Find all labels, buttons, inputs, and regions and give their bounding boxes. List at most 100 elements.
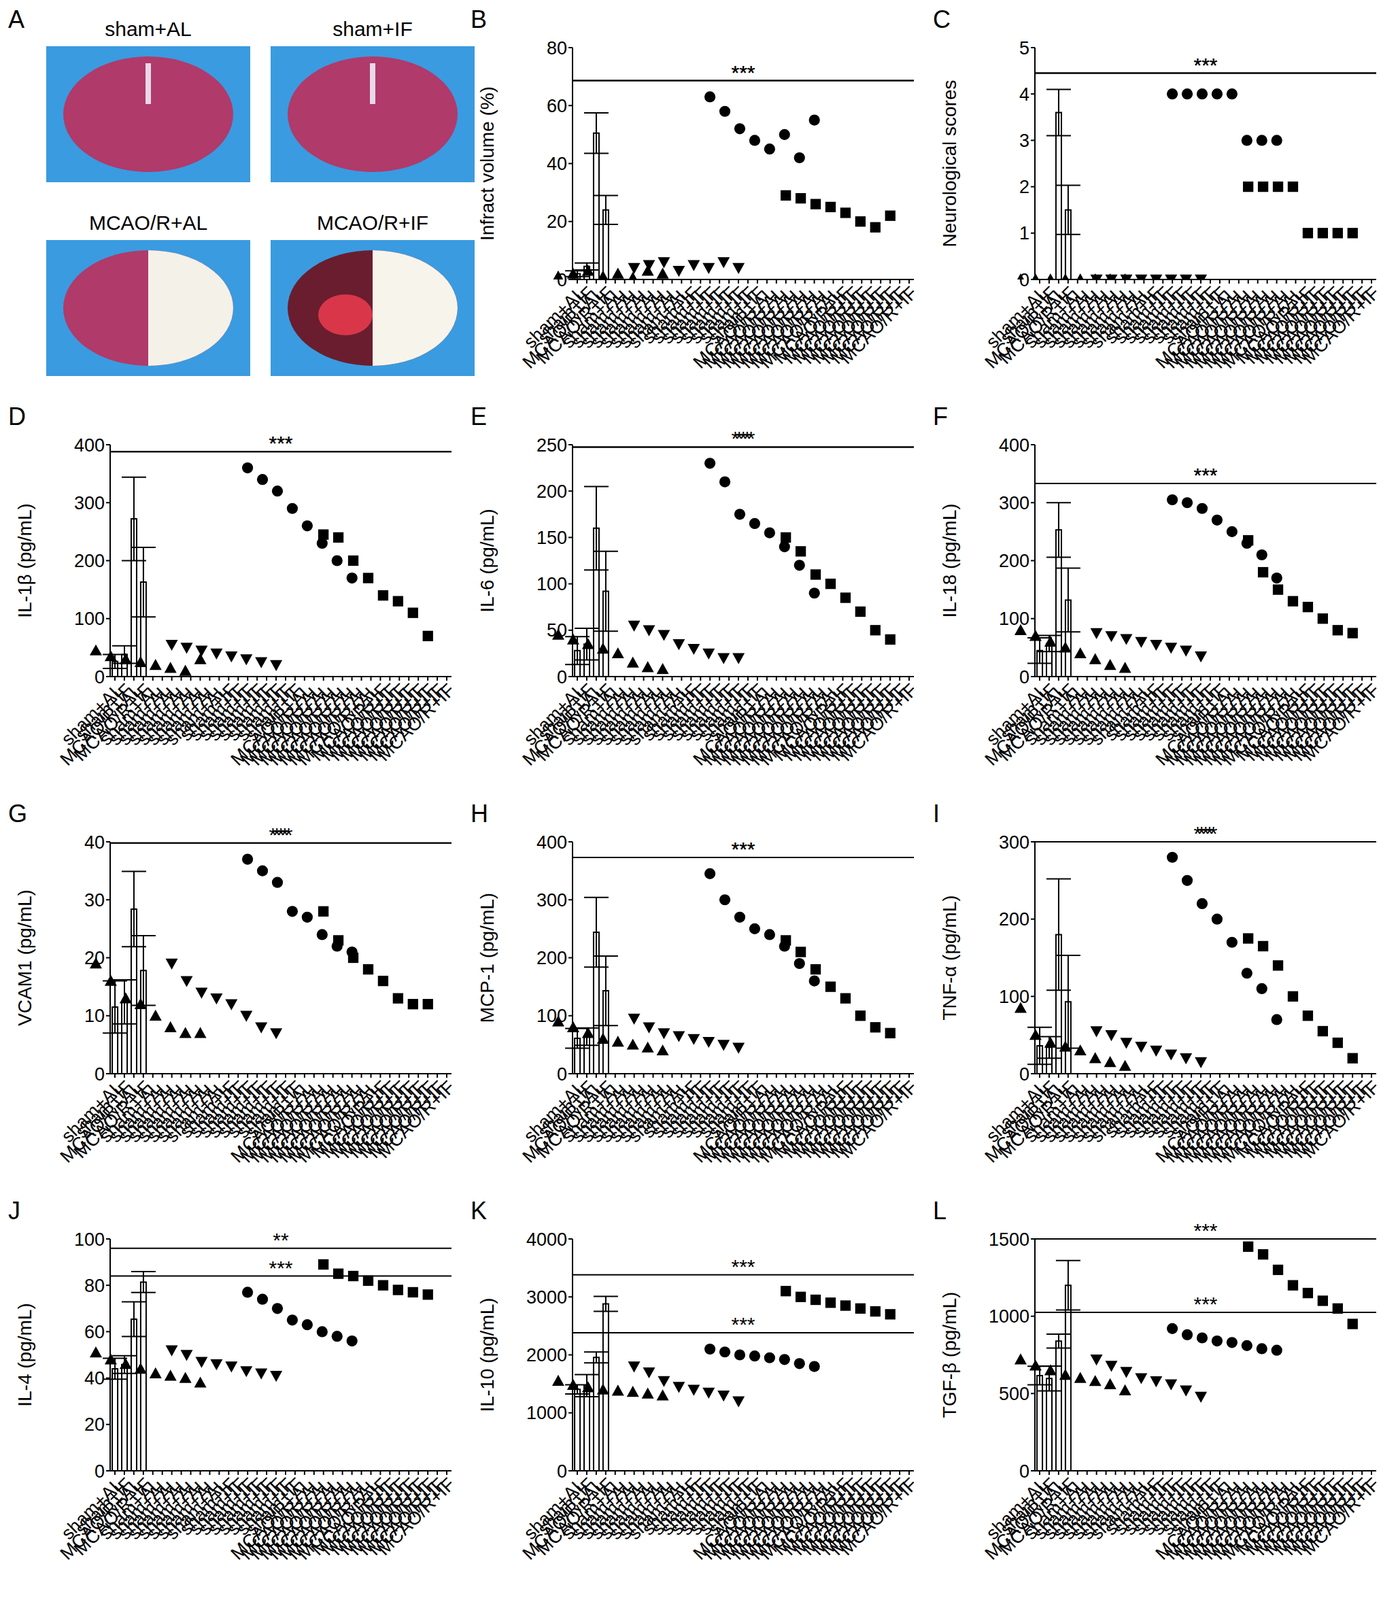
svg-text:MCAO/R+IF: MCAO/R+IF [1298, 1077, 1384, 1163]
svg-text:200: 200 [536, 947, 568, 969]
svg-text:4: 4 [1019, 84, 1030, 105]
svg-text:200: 200 [536, 481, 568, 502]
svg-text:40: 40 [84, 832, 105, 853]
svg-text:2000: 2000 [526, 1344, 568, 1366]
svg-text:2: 2 [1019, 176, 1030, 198]
svg-text:***: *** [268, 1256, 293, 1280]
svg-text:0: 0 [94, 667, 105, 688]
svg-text:***: *** [730, 427, 755, 450]
svg-text:IL-10 (pg/mL): IL-10 (pg/mL) [476, 1297, 498, 1412]
svg-text:100: 100 [998, 986, 1030, 1008]
svg-text:**: ** [272, 1228, 289, 1252]
svg-text:0: 0 [556, 1064, 568, 1085]
svg-text:***: *** [1193, 1292, 1218, 1316]
svg-text:0: 0 [1019, 1461, 1030, 1482]
svg-text:***: *** [1193, 1219, 1218, 1242]
svg-text:**: ** [1197, 822, 1214, 845]
svg-text:30: 30 [84, 890, 105, 911]
svg-text:300: 300 [998, 492, 1030, 514]
svg-text:Infract volume (%): Infract volume (%) [476, 86, 498, 241]
svg-text:0: 0 [556, 1461, 568, 1482]
svg-text:IL-4 (pg/mL): IL-4 (pg/mL) [14, 1302, 36, 1407]
svg-text:40: 40 [84, 1368, 105, 1389]
svg-text:TNF-α (pg/mL): TNF-α (pg/mL) [939, 894, 961, 1020]
svg-text:100: 100 [74, 1229, 105, 1250]
svg-text:300: 300 [998, 832, 1030, 853]
svg-text:MCAO/R+IF: MCAO/R+IF [1298, 282, 1384, 369]
svg-text:100: 100 [536, 1005, 568, 1027]
svg-text:0: 0 [556, 667, 568, 688]
svg-text:IL-1β (pg/mL): IL-1β (pg/mL) [14, 503, 36, 619]
svg-text:60: 60 [546, 95, 568, 117]
svg-text:MCAO/R+IF: MCAO/R+IF [1298, 1474, 1384, 1560]
svg-text:***: *** [1193, 463, 1218, 487]
svg-text:400: 400 [998, 435, 1030, 456]
svg-text:40: 40 [546, 153, 568, 175]
svg-text:3000: 3000 [526, 1287, 568, 1308]
svg-text:MCAO/R+IF: MCAO/R+IF [835, 282, 922, 369]
svg-text:MCAO/R+IF: MCAO/R+IF [373, 1077, 459, 1163]
svg-text:***: *** [1193, 463, 1218, 487]
svg-text:0: 0 [1019, 1064, 1030, 1085]
svg-text:***: *** [730, 61, 755, 84]
svg-text:20: 20 [546, 211, 568, 232]
svg-text:***: *** [730, 837, 755, 861]
svg-text:100: 100 [74, 608, 105, 629]
svg-text:MCP-1 (pg/mL): MCP-1 (pg/mL) [476, 892, 498, 1023]
svg-text:IL-6 (pg/mL): IL-6 (pg/mL) [476, 508, 498, 613]
svg-text:0: 0 [1019, 269, 1030, 291]
svg-text:500: 500 [998, 1383, 1030, 1405]
svg-text:400: 400 [74, 435, 105, 456]
svg-text:1000: 1000 [526, 1402, 568, 1424]
svg-text:***: *** [730, 1255, 755, 1278]
svg-text:20: 20 [84, 1414, 105, 1435]
svg-text:200: 200 [998, 909, 1030, 930]
svg-text:Neurological scores: Neurological scores [939, 80, 961, 248]
svg-text:***: *** [730, 837, 755, 861]
svg-text:1: 1 [1019, 223, 1030, 244]
svg-text:80: 80 [84, 1275, 105, 1297]
svg-text:200: 200 [998, 550, 1030, 572]
svg-text:***: *** [268, 431, 293, 455]
svg-text:100: 100 [998, 608, 1030, 629]
svg-text:***: *** [268, 823, 293, 846]
svg-text:300: 300 [74, 492, 105, 514]
svg-text:TGF-β (pg/mL): TGF-β (pg/mL) [939, 1291, 961, 1419]
svg-text:5: 5 [1019, 38, 1030, 59]
svg-text:60: 60 [84, 1321, 105, 1343]
svg-text:80: 80 [546, 38, 568, 59]
svg-text:20: 20 [84, 947, 105, 969]
svg-text:150: 150 [536, 527, 568, 549]
svg-text:100: 100 [536, 573, 568, 595]
svg-text:200: 200 [74, 550, 105, 572]
svg-text:1000: 1000 [988, 1306, 1030, 1327]
svg-text:0: 0 [1019, 667, 1030, 688]
svg-text:MCAO/R+IF: MCAO/R+IF [835, 679, 922, 766]
svg-text:IL-18 (pg/mL): IL-18 (pg/mL) [939, 503, 961, 618]
svg-text:***: *** [1193, 53, 1218, 77]
svg-text:300: 300 [536, 890, 568, 911]
svg-text:***: *** [1193, 53, 1218, 77]
svg-text:***: *** [268, 431, 293, 455]
svg-text:10: 10 [84, 1005, 105, 1027]
svg-text:400: 400 [536, 832, 568, 853]
svg-text:***: *** [1193, 822, 1218, 845]
svg-text:MCAO/R+IF: MCAO/R+IF [373, 679, 459, 766]
svg-text:250: 250 [536, 435, 568, 456]
svg-text:0: 0 [556, 269, 568, 291]
svg-text:0: 0 [94, 1064, 105, 1085]
svg-text:3: 3 [1019, 130, 1030, 151]
svg-text:**: ** [735, 427, 752, 450]
svg-text:**: ** [272, 823, 289, 846]
svg-text:VCAM1 (pg/mL): VCAM1 (pg/mL) [14, 889, 36, 1027]
svg-text:***: *** [730, 1313, 755, 1336]
svg-text:MCAO/R+IF: MCAO/R+IF [1298, 679, 1384, 766]
svg-text:0: 0 [94, 1461, 105, 1482]
svg-text:***: *** [730, 61, 755, 84]
svg-text:1500: 1500 [988, 1229, 1030, 1250]
svg-text:MCAO/R+IF: MCAO/R+IF [373, 1474, 459, 1560]
svg-text:MCAO/R+IF: MCAO/R+IF [835, 1077, 922, 1163]
svg-text:4000: 4000 [526, 1229, 568, 1250]
svg-text:50: 50 [546, 620, 568, 641]
svg-text:MCAO/R+IF: MCAO/R+IF [835, 1474, 922, 1560]
